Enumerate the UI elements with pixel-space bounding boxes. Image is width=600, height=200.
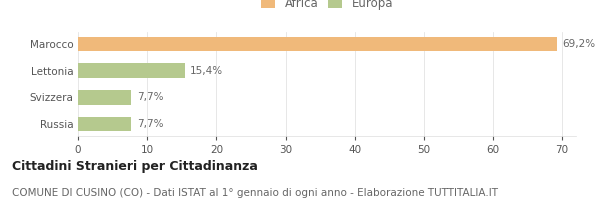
Text: Cittadini Stranieri per Cittadinanza: Cittadini Stranieri per Cittadinanza xyxy=(12,160,258,173)
Text: COMUNE DI CUSINO (CO) - Dati ISTAT al 1° gennaio di ogni anno - Elaborazione TUT: COMUNE DI CUSINO (CO) - Dati ISTAT al 1°… xyxy=(12,188,498,198)
Text: 7,7%: 7,7% xyxy=(137,119,163,129)
Bar xyxy=(78,90,131,105)
Legend: Africa, Europa: Africa, Europa xyxy=(259,0,395,12)
Bar xyxy=(78,117,131,131)
Text: 7,7%: 7,7% xyxy=(137,92,163,102)
Text: 69,2%: 69,2% xyxy=(562,39,595,49)
Text: 15,4%: 15,4% xyxy=(190,66,223,76)
Bar xyxy=(78,63,185,78)
Bar xyxy=(78,37,557,51)
